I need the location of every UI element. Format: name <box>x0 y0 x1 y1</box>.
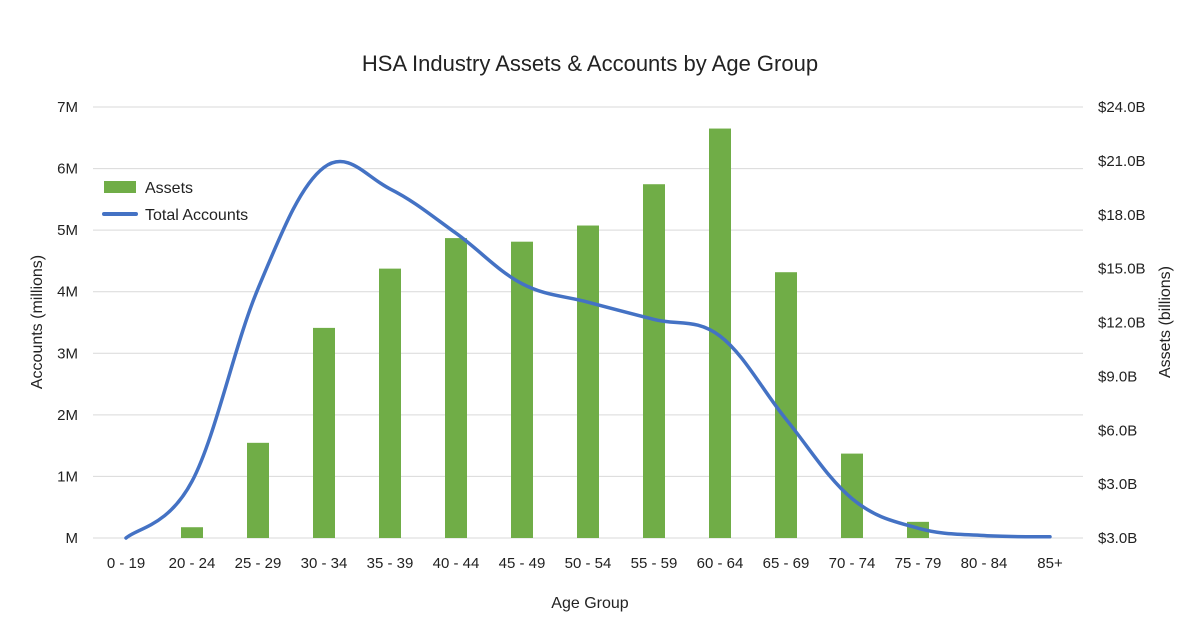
x-tick-label: 35 - 39 <box>367 555 414 572</box>
right-tick-label: $9.0B <box>1098 368 1137 385</box>
accounts-line-layer <box>124 159 1052 540</box>
asset-bar <box>181 527 203 538</box>
legend-swatch-assets <box>104 181 136 193</box>
asset-bar <box>841 453 863 538</box>
asset-bar <box>577 225 599 538</box>
right-tick-label: $18.0B <box>1098 207 1146 224</box>
left-tick-label: 7M <box>57 99 78 116</box>
x-tick-label: 25 - 29 <box>235 555 282 572</box>
right-tick-label: $3.0B <box>1098 476 1137 493</box>
asset-bar <box>247 442 269 538</box>
legend: Assets Total Accounts <box>102 180 248 224</box>
legend-label-total-accounts: Total Accounts <box>145 207 248 224</box>
left-axis-ticks: M 1M 2M 3M 4M 5M 6M 7M <box>57 99 78 547</box>
left-tick-label: 3M <box>57 345 78 362</box>
x-tick-label: 50 - 54 <box>565 555 612 572</box>
asset-bar <box>709 128 731 539</box>
asset-bar <box>379 268 401 538</box>
x-tick-label: 45 - 49 <box>499 555 546 572</box>
left-tick-label: 1M <box>57 468 78 485</box>
left-tick-label: M <box>66 530 79 547</box>
legend-label-assets: Assets <box>145 180 193 197</box>
right-tick-label: $3.0B <box>1098 530 1137 547</box>
x-tick-label: 75 - 79 <box>895 555 942 572</box>
asset-bar <box>511 241 533 538</box>
x-tick-label: 60 - 64 <box>697 555 744 572</box>
right-tick-label: $12.0B <box>1098 315 1146 332</box>
right-axis-ticks: $3.0B $3.0B $6.0B $9.0B $12.0B $15.0B $18.0B $2… <box>1098 99 1146 547</box>
x-tick-label: 65 - 69 <box>763 555 810 572</box>
left-tick-label: 2M <box>57 407 78 424</box>
x-axis-ticks: 0 - 19 20 - 24 25 - 29 30 - 34 35 - 39 40 - 4… <box>107 555 1063 572</box>
x-tick-label: 85+ <box>1037 555 1063 572</box>
x-tick-label: 30 - 34 <box>301 555 348 572</box>
right-tick-label: $6.0B <box>1098 422 1137 439</box>
x-tick-label: 70 - 74 <box>829 555 876 572</box>
asset-bar <box>775 272 797 538</box>
left-tick-label: 5M <box>57 222 78 239</box>
x-tick-label: 40 - 44 <box>433 555 480 572</box>
left-axis-title: Accounts (millions) <box>29 255 46 389</box>
x-tick-label: 20 - 24 <box>169 555 216 572</box>
left-tick-label: 6M <box>57 161 78 178</box>
left-tick-label: 4M <box>57 284 78 301</box>
x-tick-label: 0 - 19 <box>107 555 145 572</box>
right-tick-label: $24.0B <box>1098 99 1146 116</box>
x-tick-label: 55 - 59 <box>631 555 678 572</box>
total-accounts-line <box>124 159 1052 540</box>
asset-bar <box>445 238 467 539</box>
asset-bar <box>313 327 335 538</box>
chart-title: HSA Industry Assets & Accounts by Age Gr… <box>362 51 818 76</box>
right-tick-label: $15.0B <box>1098 261 1146 278</box>
x-tick-label: 80 - 84 <box>961 555 1008 572</box>
right-tick-label: $21.0B <box>1098 153 1146 170</box>
x-axis-title: Age Group <box>551 595 628 612</box>
right-axis-title: Assets (billions) <box>1157 266 1174 378</box>
asset-bar <box>643 184 665 539</box>
